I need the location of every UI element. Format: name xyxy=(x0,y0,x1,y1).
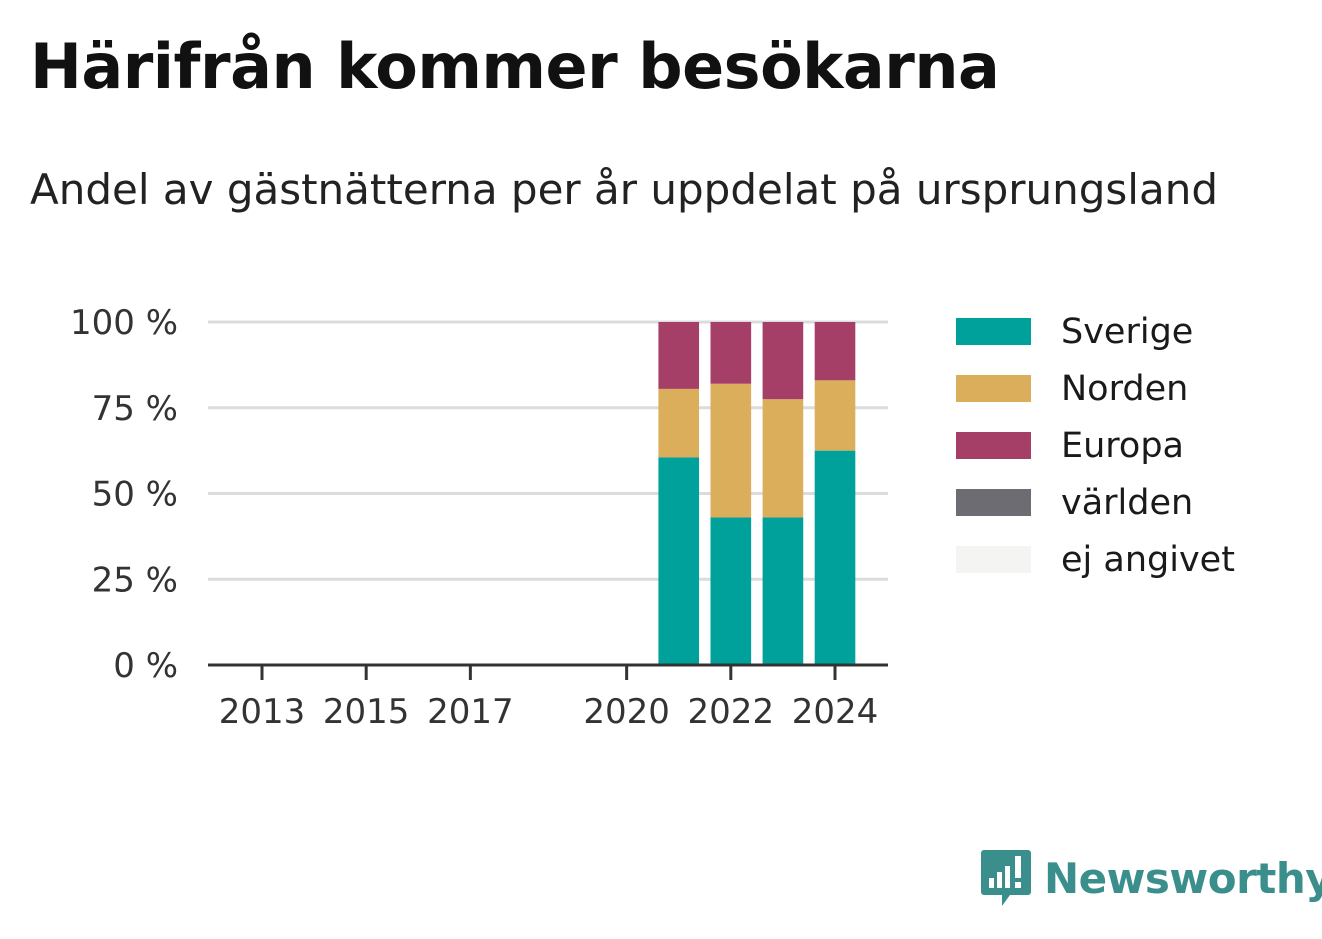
y-tick-label: 100 % xyxy=(70,303,178,343)
bar-segment xyxy=(762,322,804,400)
legend-item: världen xyxy=(956,474,1235,531)
bar-segment xyxy=(710,383,752,518)
bar-segment xyxy=(762,517,804,665)
axes: 0 % 25 % 50 % 75 % 100 % 2013 2015 2017 2020 2022… xyxy=(70,303,888,732)
legend-label: Europa xyxy=(1061,425,1184,466)
legend-swatch xyxy=(956,432,1031,459)
legend-label: Norden xyxy=(1061,368,1189,409)
stacked-bar-chart: 0 % 25 % 50 % 75 % 100 % 2013 2015 2017 2020 2022… xyxy=(70,303,888,732)
x-tick-label: 2020 xyxy=(583,692,670,732)
newsworthy-logo: Newsworthy xyxy=(980,848,1322,908)
y-tick-label: 25 % xyxy=(92,560,178,600)
legend-item: Sverige xyxy=(956,303,1235,360)
legend-swatch xyxy=(956,546,1031,573)
legend-label: ej angivet xyxy=(1061,539,1235,580)
y-tick-label: 50 % xyxy=(92,475,178,515)
newsworthy-logo-icon xyxy=(981,850,1031,906)
legend: Sverige Norden Europa världen ej angivet xyxy=(956,303,1235,588)
x-tick-label: 2017 xyxy=(427,692,514,732)
chart-title: Härifrån kommer besökarna xyxy=(30,30,1000,103)
bar-segment xyxy=(762,399,804,518)
legend-item: Europa xyxy=(956,417,1235,474)
bar-segment xyxy=(658,388,700,458)
x-tick-label: 2024 xyxy=(792,692,879,732)
bars xyxy=(658,322,856,665)
legend-label: världen xyxy=(1061,482,1194,523)
bar-segment xyxy=(658,457,700,665)
brand-name: Newsworthy xyxy=(1044,853,1322,903)
legend-item: Norden xyxy=(956,360,1235,417)
bar-segment xyxy=(658,322,700,389)
legend-item: ej angivet xyxy=(956,531,1235,588)
y-tick-label: 0 % xyxy=(113,646,178,686)
legend-swatch xyxy=(956,318,1031,345)
bar-segment xyxy=(710,517,752,665)
legend-swatch xyxy=(956,489,1031,516)
bar-segment xyxy=(710,322,752,384)
legend-swatch xyxy=(956,375,1031,402)
chart-subtitle: Andel av gästnätterna per år uppdelat på… xyxy=(30,165,1218,214)
bar-segment xyxy=(814,322,856,381)
x-tick-label: 2022 xyxy=(688,692,775,732)
x-tick-label: 2013 xyxy=(219,692,306,732)
bar-segment xyxy=(814,450,856,665)
y-tick-label: 75 % xyxy=(92,389,178,429)
legend-label: Sverige xyxy=(1061,311,1194,352)
bar-segment xyxy=(814,380,856,451)
x-tick-label: 2015 xyxy=(323,692,410,732)
